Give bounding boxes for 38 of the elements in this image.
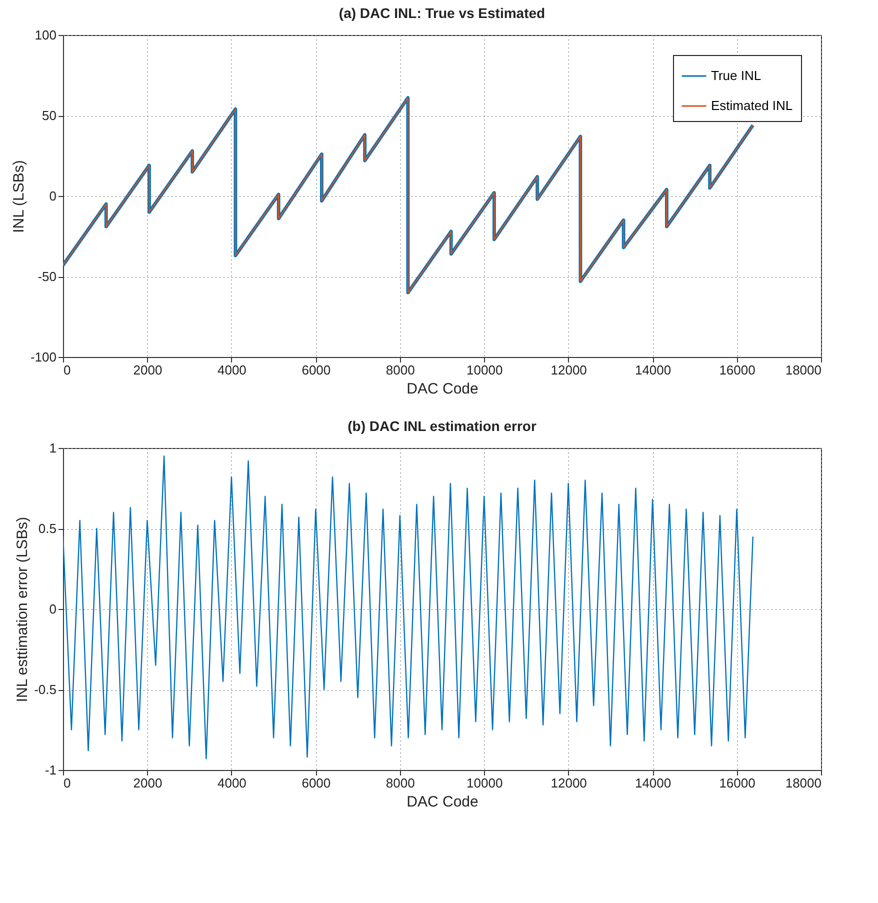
x-tick-label: 14000 [634, 776, 672, 790]
y-tick-label: 0 [49, 188, 56, 204]
x-tick-label: 4000 [217, 776, 246, 790]
x-axis-title: DAC Code [406, 380, 478, 398]
y-tick-label: 50 [42, 108, 56, 123]
y-tick-label: 0.5 [38, 521, 56, 536]
y-axis-title: INL (LSBs) [10, 160, 28, 233]
x-tick-label: 14000 [634, 362, 672, 378]
y-tick-label: 0 [49, 602, 56, 616]
y-tick-label: -0.5 [34, 682, 56, 697]
y-tick-label: -1 [44, 762, 56, 778]
legend-label: Estimated INL [711, 98, 793, 113]
y-tick-label: 100 [34, 28, 56, 42]
x-tick-label: 2000 [133, 362, 162, 378]
x-tick-label: 16000 [719, 776, 756, 790]
x-tick-label: 12000 [550, 776, 587, 790]
y-tick-label: 1 [49, 440, 56, 456]
x-tick-label: 8000 [386, 362, 415, 378]
x-tick-label: 0 [64, 776, 71, 790]
x-tick-label: 12000 [550, 362, 587, 378]
x-tick-label: 10000 [466, 776, 503, 790]
y-tick-label: -100 [30, 350, 56, 364]
x-tick-label: 0 [64, 362, 71, 378]
x-tick-label: 6000 [302, 776, 331, 790]
x-tick-label: 16000 [719, 362, 756, 378]
x-tick-label: 18000 [785, 362, 822, 378]
x-tick-label: 6000 [302, 362, 331, 378]
x-tick-label: 18000 [785, 776, 822, 790]
x-tick-label: 8000 [386, 776, 415, 790]
x-axis-title: DAC Code [406, 794, 478, 810]
chart-title: (b) DAC INL estimation error [348, 418, 537, 434]
y-tick-label: -50 [38, 269, 56, 284]
x-tick-label: 4000 [217, 362, 246, 378]
chart-title: (a) DAC INL: True vs Estimated [338, 5, 546, 21]
legend-label: True INL [711, 68, 762, 83]
x-tick-label: 2000 [133, 776, 162, 790]
x-tick-label: 10000 [466, 362, 503, 378]
y-axis-title: INL esttimation error (LSBs) [14, 516, 32, 702]
